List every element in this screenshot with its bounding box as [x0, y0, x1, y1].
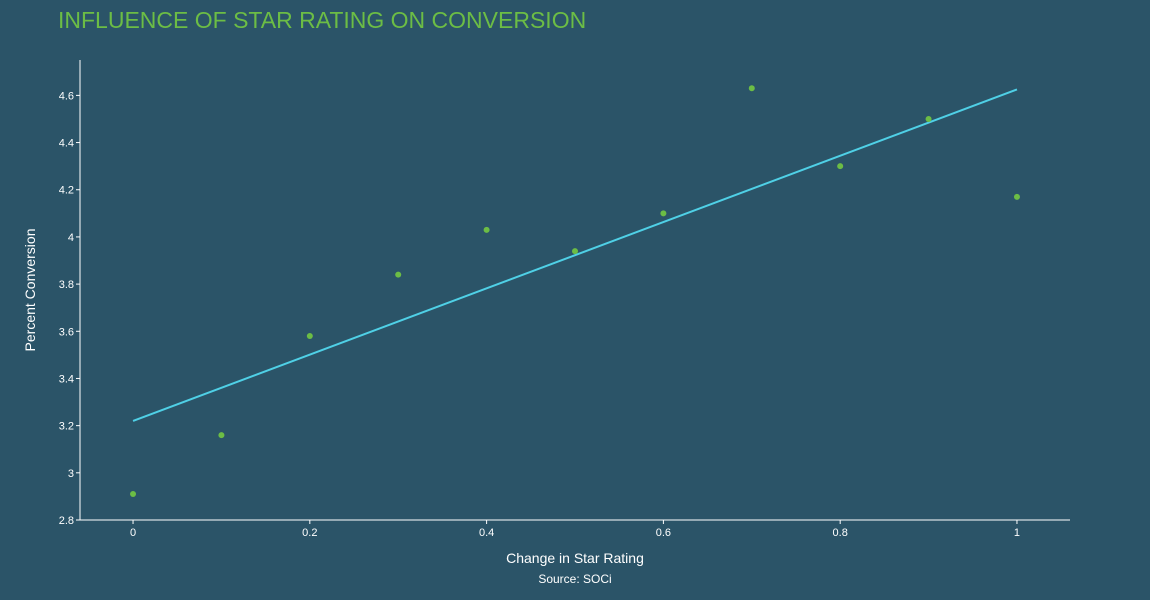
data-point[interactable]: [218, 432, 225, 439]
y-tick-label: 3.8: [59, 279, 74, 291]
data-point[interactable]: [837, 163, 844, 170]
data-point[interactable]: [748, 85, 755, 92]
y-tick-label: 3.2: [59, 421, 74, 433]
y-axis-label: Percent Conversion: [22, 229, 38, 352]
y-tick-label: 4.4: [59, 138, 74, 150]
data-point[interactable]: [572, 248, 578, 255]
x-axis-ticks: 0 0.2 0.4 0.6 0.8 1: [130, 520, 1020, 539]
y-tick-label: 2.8: [59, 515, 74, 527]
data-point[interactable]: [925, 115, 932, 122]
x-tick-label: 0: [130, 527, 136, 539]
axes: [79, 60, 1070, 521]
y-tick-label: 4.2: [59, 185, 74, 197]
source-label: Source: SOCi: [538, 572, 611, 586]
data-point[interactable]: [306, 333, 313, 339]
data-point[interactable]: [1013, 193, 1020, 200]
x-tick-label: 0.4: [479, 527, 494, 539]
data-point[interactable]: [130, 491, 137, 498]
trendline-layer: [132, 88, 1018, 422]
x-tick-label: 1: [1014, 527, 1020, 539]
y-tick-label: 3: [68, 468, 74, 480]
x-tick-label: 0.8: [833, 527, 848, 539]
points-layer: [130, 85, 1020, 498]
y-tick-label: 4: [68, 232, 74, 244]
x-tick-label: 0.2: [302, 527, 317, 539]
y-tick-label: 4.6: [59, 90, 74, 102]
data-point[interactable]: [660, 210, 667, 217]
trendline: [132, 88, 1018, 422]
chart-title: INFLUENCE OF STAR RATING ON CONVERSION: [58, 7, 587, 33]
y-tick-label: 3.4: [59, 373, 74, 385]
y-axis-ticks: 2.8 3 3.2 3.4 3.6 3.8 4 4.2 4.4 4.6: [59, 90, 80, 527]
x-tick-label: 0.6: [656, 527, 671, 539]
x-axis-label: Change in Star Rating: [506, 550, 644, 566]
y-tick-label: 3.6: [59, 326, 74, 338]
data-point[interactable]: [483, 226, 490, 233]
data-point[interactable]: [395, 271, 402, 278]
